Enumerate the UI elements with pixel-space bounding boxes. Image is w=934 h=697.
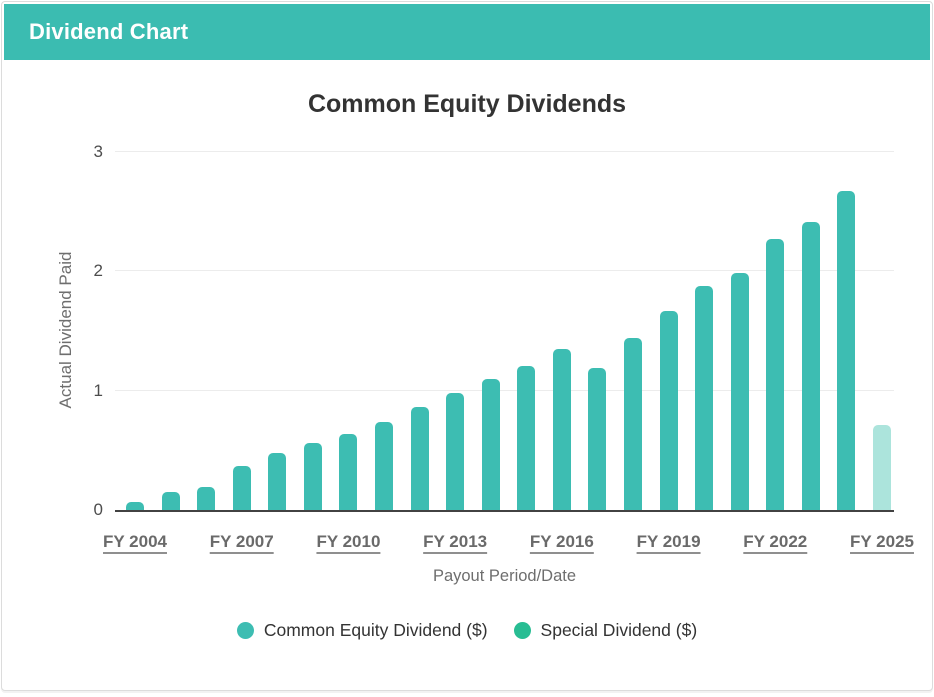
legend: Common Equity Dividend ($) Special Divide… bbox=[2, 620, 932, 641]
legend-swatch-icon bbox=[513, 622, 531, 639]
bar-fy-2010[interactable] bbox=[339, 433, 358, 510]
legend-label: Common Equity Dividend ($) bbox=[263, 620, 488, 640]
x-tick-label-fy-2016[interactable]: FY 2016 bbox=[529, 532, 594, 551]
gridline-1 bbox=[115, 389, 894, 391]
bar-fy-2011[interactable] bbox=[375, 421, 393, 510]
x-tick-label-fy-2004[interactable]: FY 2004 bbox=[103, 532, 167, 551]
chart-title: Common Equity Dividends bbox=[307, 90, 627, 118]
bar-fy-2023[interactable] bbox=[801, 222, 820, 510]
x-tick-label-fy-2010[interactable]: FY 2010 bbox=[316, 532, 381, 551]
legend-item-special-dividend[interactable]: Special Dividend ($) bbox=[513, 620, 698, 641]
bar-fy-2020[interactable] bbox=[695, 285, 714, 510]
bar-fy-2008[interactable] bbox=[268, 452, 287, 510]
bar-fy-2017[interactable] bbox=[588, 368, 607, 510]
bar-fy-2004[interactable] bbox=[126, 501, 144, 510]
bar-fy-2021[interactable] bbox=[730, 272, 749, 510]
legend-item-common-equity-dividend[interactable]: Common Equity Dividend ($) bbox=[236, 620, 488, 641]
plot-area: 0 1 2 3 FY 2004 FY 2007 FY 2010 FY 2013 FY 2016 F… bbox=[94, 142, 914, 551]
x-axis-title: Payout Period/Date bbox=[432, 567, 577, 585]
bar-fy-2009[interactable] bbox=[303, 443, 322, 510]
gridline-3 bbox=[115, 151, 894, 152]
x-tick-label-fy-2019[interactable]: FY 2019 bbox=[636, 532, 701, 551]
bar-fy-2006[interactable] bbox=[197, 487, 216, 510]
bar-fy-2025[interactable] bbox=[873, 425, 891, 510]
gridline-2 bbox=[115, 270, 894, 272]
x-tick-label-fy-2007[interactable]: FY 2007 bbox=[209, 532, 274, 551]
x-tick-label-fy-2025[interactable]: FY 2025 bbox=[850, 532, 914, 551]
y-tick-label-3: 3 bbox=[93, 142, 103, 161]
bar-fy-2012[interactable] bbox=[410, 407, 429, 510]
x-tick-label-fy-2022[interactable]: FY 2022 bbox=[743, 532, 808, 551]
y-tick-label-0: 0 bbox=[93, 500, 103, 519]
bar-fy-2015[interactable] bbox=[517, 365, 536, 510]
bar-fy-2016[interactable] bbox=[552, 348, 571, 510]
y-tick-label-2: 2 bbox=[93, 261, 103, 281]
window-title: Dividend Chart bbox=[29, 19, 189, 44]
legend-swatch-icon bbox=[236, 622, 254, 639]
window-header: Dividend Chart bbox=[4, 4, 930, 60]
bar-fy-2005[interactable] bbox=[161, 492, 180, 510]
bar-fy-2024[interactable] bbox=[837, 191, 856, 510]
bar-fy-2013[interactable] bbox=[446, 393, 465, 510]
bar-fy-2007[interactable] bbox=[232, 465, 251, 510]
bar-fy-2018[interactable] bbox=[624, 338, 642, 510]
y-tick-label-1: 1 bbox=[93, 380, 103, 400]
x-tick-label-fy-2013[interactable]: FY 2013 bbox=[423, 532, 488, 551]
legend-label: Special Dividend ($) bbox=[540, 620, 698, 640]
bar-fy-2022[interactable] bbox=[766, 239, 785, 510]
bar-fy-2014[interactable] bbox=[481, 378, 500, 510]
y-axis-title: Actual Dividend Paid bbox=[56, 251, 75, 409]
bar-fy-2019[interactable] bbox=[659, 310, 678, 510]
